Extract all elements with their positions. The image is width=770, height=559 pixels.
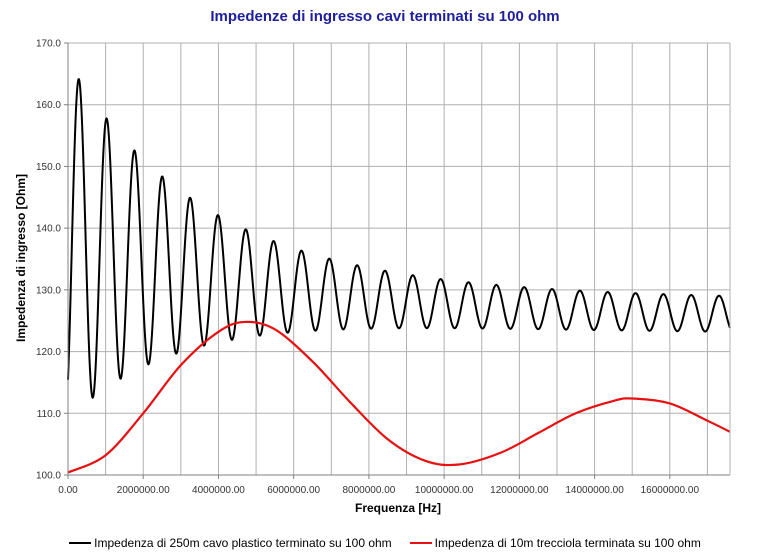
y-tick-label: 160.0: [36, 100, 61, 111]
chart-area: 100.0 110.0 120.0 130.0 140.0 150.0 160.0 170.0…: [14, 39, 731, 515]
x-tick-label: 12000000.00: [490, 485, 549, 496]
legend-item-series-2: Impedenza di 10m trecciola terminata su …: [409, 533, 701, 553]
y-tick-label: 140.0: [36, 224, 61, 235]
x-tick-label: 10000000.00: [415, 485, 474, 496]
y-tick-label: 130.0: [36, 285, 61, 296]
y-tick-label: 150.0: [36, 162, 61, 173]
x-tick-label: 4000000.00: [192, 485, 245, 496]
legend: Impedenza di 250m cavo plastico terminat…: [0, 533, 770, 553]
y-tick-label: 100.0: [36, 471, 61, 482]
y-axis-title: Impedenza di ingresso [Ohm]: [14, 174, 28, 342]
grid: [68, 42, 730, 475]
legend-item-series-1: Impedenza di 250m cavo plastico terminat…: [69, 533, 392, 553]
y-tick-label: 110.0: [37, 409, 62, 420]
legend-swatch-series-1: [69, 542, 92, 544]
x-tick-label: 8000000.00: [342, 485, 395, 496]
x-tick-label: 16000000.00: [641, 485, 700, 496]
x-tick-label: 0.00: [58, 485, 78, 496]
x-axis-title: Frequenza [Hz]: [355, 501, 441, 515]
series-line-cavo-plastico: [67, 77, 731, 400]
legend-label-series-2: Impedenza di 10m trecciola terminata su …: [434, 536, 701, 550]
series-lines: [67, 77, 731, 474]
legend-label-series-1: Impedenza di 250m cavo plastico terminat…: [94, 536, 392, 550]
x-tick-label: 2000000.00: [117, 485, 170, 496]
chart-title: Impedenze di ingresso cavi terminati su …: [210, 8, 560, 25]
y-tick-label: 170.0: [36, 39, 61, 50]
series-line-trecciola: [67, 320, 731, 474]
y-tick-label: 120.0: [36, 347, 61, 358]
x-tick-label: 14000000.00: [565, 485, 624, 496]
x-tick-label: 6000000.00: [267, 485, 320, 496]
axes: 100.0 110.0 120.0 130.0 140.0 150.0 160.0 170.0…: [36, 39, 731, 496]
legend-swatch-series-2: [409, 542, 432, 544]
